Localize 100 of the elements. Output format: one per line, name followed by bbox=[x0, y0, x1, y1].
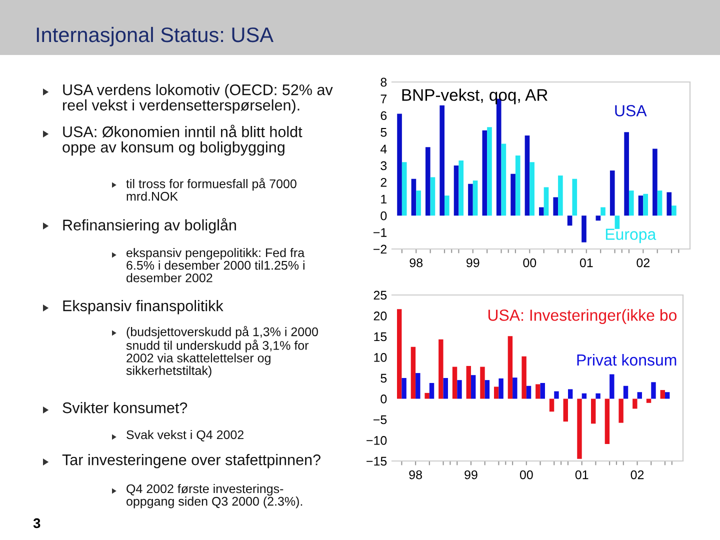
series-label: USA bbox=[615, 105, 647, 116]
series-label: Europa bbox=[606, 228, 656, 244]
text: Internasjonal Status: USA bbox=[36, 26, 274, 46]
y-tick-label: 7 bbox=[380, 94, 387, 104]
bar bbox=[494, 386, 499, 399]
bar bbox=[429, 382, 434, 399]
bar bbox=[524, 135, 530, 216]
bar bbox=[604, 398, 610, 444]
text: (budsjettoverskudd på 1,3% i 2000 snudd til underskudd på 3,1% for 2002 via skattelettelser og sikkerhetstiltak) bbox=[126, 326, 318, 378]
text: Refinansiering av boliglån bbox=[63, 218, 236, 234]
bar bbox=[515, 155, 520, 216]
bar bbox=[572, 178, 578, 216]
bar bbox=[582, 393, 587, 399]
y-tick-label: 1 bbox=[381, 194, 387, 204]
y-tick-label: 6 bbox=[380, 111, 387, 120]
bar bbox=[610, 374, 614, 399]
bar bbox=[638, 196, 644, 216]
bar bbox=[457, 380, 462, 399]
x-tick-label: 01 bbox=[575, 470, 588, 480]
bar bbox=[590, 398, 596, 424]
y-tick-label: −10 bbox=[366, 436, 387, 445]
text: USA: Økonomien inntil nå blitt holdt oppe av konsum og boligbygging bbox=[62, 124, 302, 156]
y-tick-label: 10 bbox=[374, 353, 387, 362]
bar bbox=[458, 160, 464, 216]
y-tick-label: 2 bbox=[380, 178, 387, 187]
y-tick-label: 0 bbox=[380, 211, 387, 220]
bar bbox=[643, 194, 648, 216]
bar bbox=[582, 216, 586, 242]
text: Q4 2002 første investerings- oppgang siden Q3 2000 (2.3%). bbox=[126, 484, 302, 508]
bar bbox=[501, 144, 506, 216]
bar bbox=[484, 380, 490, 399]
bar bbox=[472, 180, 478, 216]
x-tick-label: 98 bbox=[409, 470, 422, 480]
bar bbox=[610, 170, 615, 216]
y-tick-label: −2 bbox=[374, 244, 387, 254]
bar bbox=[470, 375, 476, 399]
bar bbox=[536, 384, 540, 399]
bar bbox=[522, 356, 526, 399]
bar bbox=[512, 378, 518, 399]
x-tick-label: 00 bbox=[523, 258, 536, 268]
series-label: Privat konsum bbox=[577, 354, 676, 366]
text: Svikter konsumet? bbox=[62, 402, 188, 414]
series-label: USA: Investeringer(ikke bo bbox=[488, 309, 677, 324]
bar bbox=[600, 207, 606, 216]
bar bbox=[443, 378, 448, 399]
y-tick-label: −5 bbox=[374, 415, 387, 424]
bar bbox=[416, 373, 420, 399]
bar bbox=[596, 216, 601, 221]
bar bbox=[487, 127, 492, 216]
bar bbox=[651, 382, 656, 399]
bar bbox=[430, 177, 436, 216]
y-tick-label: 15 bbox=[374, 332, 387, 342]
bar bbox=[568, 389, 573, 399]
bar bbox=[666, 192, 672, 216]
y-tick-label: 3 bbox=[380, 161, 387, 170]
bar bbox=[468, 184, 473, 216]
x-tick-label: 02 bbox=[630, 470, 644, 480]
bar bbox=[618, 398, 624, 423]
x-tick-label: 99 bbox=[466, 258, 480, 268]
bar bbox=[646, 398, 652, 403]
text: Svak vekst i Q4 2002 bbox=[126, 430, 244, 442]
y-tick-label: −1 bbox=[374, 228, 387, 237]
y-tick-label: 4 bbox=[380, 144, 387, 154]
bar bbox=[614, 216, 620, 229]
bar bbox=[558, 176, 563, 216]
bar bbox=[411, 178, 416, 216]
bar bbox=[416, 190, 421, 216]
y-tick-label: 5 bbox=[380, 128, 387, 137]
y-tick-label: −15 bbox=[366, 456, 387, 466]
bar bbox=[438, 339, 444, 399]
bar bbox=[623, 386, 628, 399]
chart-title: BNP-vekst, qoq, AR bbox=[402, 88, 548, 104]
bar bbox=[664, 392, 670, 399]
bar bbox=[660, 390, 665, 399]
bar bbox=[508, 336, 513, 399]
text: Tar investeringene over stafettpinnen? bbox=[62, 454, 320, 468]
bar bbox=[510, 174, 516, 216]
bar bbox=[466, 366, 471, 399]
text: ekspansiv pengepolitikk: Fed fra 6.5% i desember 2000 til1.25% i desember 2002 bbox=[126, 248, 305, 282]
bar bbox=[596, 393, 600, 399]
bar bbox=[498, 378, 504, 399]
y-tick-label: 8 bbox=[380, 78, 387, 87]
bar bbox=[530, 162, 534, 216]
y-tick-label: 5 bbox=[380, 374, 387, 383]
bar bbox=[567, 216, 572, 226]
bar bbox=[577, 398, 582, 459]
x-tick-label: 99 bbox=[464, 470, 478, 480]
bar bbox=[402, 378, 406, 399]
bar bbox=[554, 391, 559, 399]
bar bbox=[563, 398, 568, 422]
bar bbox=[657, 190, 662, 216]
bar bbox=[652, 148, 658, 216]
x-tick-label: 00 bbox=[520, 470, 533, 480]
text: Ekspansiv finanspolitikk bbox=[63, 300, 224, 314]
bar bbox=[539, 207, 544, 216]
x-tick-label: 01 bbox=[580, 258, 593, 268]
bar bbox=[454, 166, 459, 216]
bar bbox=[553, 197, 558, 216]
bar bbox=[549, 398, 554, 412]
text: 3 bbox=[33, 518, 40, 528]
